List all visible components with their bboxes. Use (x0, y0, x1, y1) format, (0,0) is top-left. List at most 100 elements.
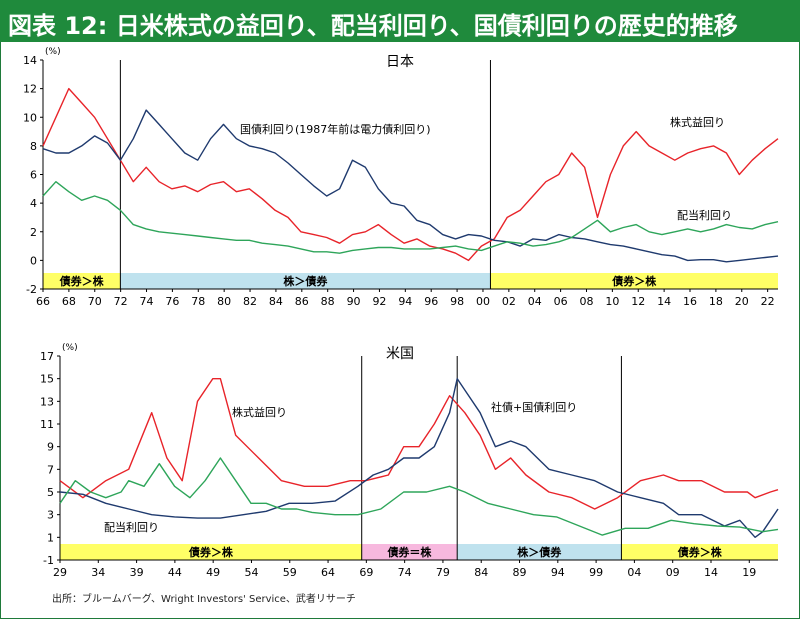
jp-x-tick-label: 98 (450, 295, 464, 308)
us-x-tick-label: 94 (551, 566, 565, 579)
us-y-tick-label: 17 (40, 350, 54, 363)
jp-regime-label: 株＞債券 (283, 274, 328, 288)
jp-x-tick-label: 02 (502, 295, 516, 308)
jp-regime-band (43, 273, 121, 289)
jp-x-tick-label: 12 (631, 295, 645, 308)
jp-series-annotation: 配当利回り (677, 208, 732, 222)
jp-y-tick-label: 6 (30, 169, 37, 182)
us-x-tick-label: 79 (436, 566, 450, 579)
us-series-line-red (59, 378, 779, 510)
jp-series-line-green (42, 180, 779, 254)
jp-x-tick-label: 04 (528, 295, 542, 308)
jp-x-tick-label: 96 (424, 295, 438, 308)
us-y-tick-label: 11 (40, 418, 54, 431)
us-regime-band (621, 544, 778, 560)
us-regime-label: 債券＝株 (386, 545, 432, 559)
figure-title: 図表 12: 日米株式の益回り、配当利回り、国債利回りの歴史的推移 (8, 12, 738, 40)
jp-y-tick-label: 12 (23, 83, 37, 96)
jp-x-tick-label: 18 (709, 295, 723, 308)
jp-x-tick-label: 22 (761, 295, 775, 308)
us-regime-band (361, 544, 458, 560)
us-x-tick-label: 04 (627, 566, 641, 579)
jp-series-annotation: 株式益回り (670, 115, 725, 129)
jp-x-tick-label: 70 (88, 295, 102, 308)
jp-regime-band (120, 273, 491, 289)
us-regime-label: 債券＞株 (677, 545, 723, 559)
title-bar: 図表 12: 日米株式の益回り、配当利回り、国債利回りの歴史的推移 (0, 0, 800, 42)
us-x-tick-label: 99 (589, 566, 603, 579)
jp-y-tick-label: 4 (30, 197, 37, 210)
us-x-tick-label: 14 (704, 566, 718, 579)
jp-regime-band (490, 273, 778, 289)
jp-x-tick-label: 94 (398, 295, 412, 308)
jp-x-tick-label: 76 (165, 295, 179, 308)
us-x-tick-label: 09 (666, 566, 680, 579)
jp-x-tick-label: 78 (191, 295, 205, 308)
us-series-annotation: 株式益回り (232, 405, 287, 419)
jp-x-tick-label: 06 (554, 295, 568, 308)
us-regime-label: 株＞債券 (517, 545, 562, 559)
us-regime-label: 債券＞株 (188, 545, 234, 559)
us-series-line-green (59, 457, 779, 536)
jp-y-tick-label: 0 (30, 254, 37, 267)
source-note: 出所：ブルームバーグ、Wright Investors' Service、武者リ… (52, 594, 356, 605)
jp-series-annotation: 国債利回り(1987年前は電力債利回り) (240, 122, 431, 136)
us-regime-band (457, 544, 622, 560)
jp-x-tick-label: 10 (605, 295, 619, 308)
jp-x-tick-label: 00 (476, 295, 490, 308)
us-y-tick-label: 3 (47, 509, 54, 522)
jp-y-tick-label: -2 (26, 283, 37, 296)
us-series-annotation: 社債+国債利回り (491, 400, 577, 414)
us-x-tick-label: 64 (321, 566, 335, 579)
jp-y-tick-label: 10 (23, 111, 37, 124)
us-x-tick-label: 49 (206, 566, 220, 579)
jp-x-tick-label: 82 (243, 295, 257, 308)
us-x-tick-label: 69 (359, 566, 373, 579)
us-x-tick-label: 84 (474, 566, 488, 579)
jp-x-tick-label: 72 (114, 295, 128, 308)
us-x-tick-label: 59 (283, 566, 297, 579)
jp-x-tick-label: 84 (269, 295, 283, 308)
jp-y-tick-label: 8 (30, 140, 37, 153)
jp-regime-label: 債券＞株 (59, 274, 105, 288)
us-y-tick-label: -1 (43, 554, 54, 567)
us-y-tick-label: 13 (40, 395, 54, 408)
jp-x-tick-label: 20 (735, 295, 749, 308)
us-unit-label: (%) (62, 343, 78, 353)
us-series-line-navy (59, 378, 779, 538)
us-chart-title: 米国 (386, 346, 414, 362)
us-series-annotation: 配当利回り (104, 520, 159, 534)
us-y-tick-label: 15 (40, 373, 54, 386)
us-x-tick-label: 19 (742, 566, 756, 579)
jp-x-tick-label: 16 (683, 295, 697, 308)
jp-x-tick-label: 14 (657, 295, 671, 308)
jp-x-tick-label: 74 (140, 295, 154, 308)
jp-x-tick-label: 68 (62, 295, 76, 308)
jp-x-tick-label: 90 (347, 295, 361, 308)
jp-series-line-navy (42, 109, 779, 263)
us-y-tick-label: 7 (47, 463, 54, 476)
jp-unit-label: (%) (45, 47, 61, 57)
us-x-tick-label: 44 (168, 566, 182, 579)
us-x-tick-label: 74 (398, 566, 412, 579)
us-x-tick-label: 54 (244, 566, 258, 579)
jp-x-tick-label: 08 (579, 295, 593, 308)
us-x-tick-label: 34 (91, 566, 105, 579)
jp-series-line-red (42, 87, 779, 262)
us-y-tick-label: 1 (47, 531, 54, 544)
us-x-tick-label: 39 (130, 566, 144, 579)
jp-chart-title: 日本 (386, 54, 414, 70)
jp-x-tick-label: 88 (321, 295, 335, 308)
jp-y-tick-label: 14 (23, 54, 37, 67)
us-regime-band (60, 544, 362, 560)
jp-regime-label: 債券＞株 (611, 274, 657, 288)
jp-x-tick-label: 92 (372, 295, 386, 308)
us-y-tick-label: 9 (47, 441, 54, 454)
jp-x-tick-label: 66 (36, 295, 50, 308)
us-x-tick-label: 29 (53, 566, 67, 579)
jp-y-tick-label: 2 (30, 226, 37, 239)
us-x-tick-label: 89 (513, 566, 527, 579)
